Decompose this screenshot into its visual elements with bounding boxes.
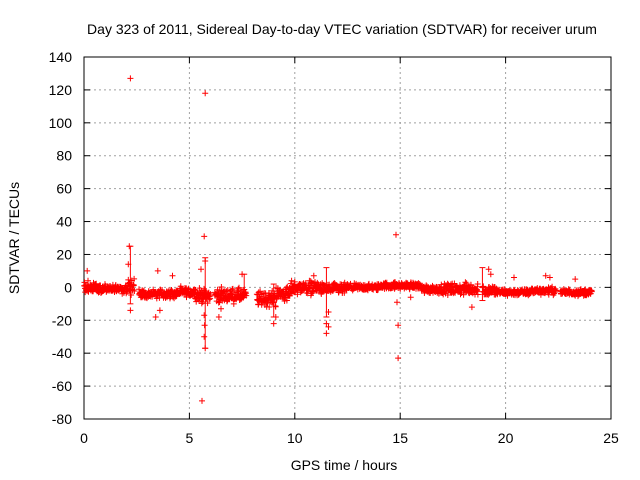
x-tick-label: 25 [603,430,619,446]
outlier-point [201,322,208,329]
outlier-point [542,272,549,279]
outlier-point [323,320,330,327]
data-point [216,299,223,305]
outlier-point [239,271,246,278]
data-point [257,288,264,295]
data-point [229,285,236,292]
data-point [474,281,481,287]
plot-frame [83,56,612,420]
outlier-point [572,276,579,283]
outlier-point [127,75,134,82]
ticks: 0 5 10 15 20 25 -80 -60 -40 -20 0 20 40 60 80 100 120 140 [49,49,619,446]
outlier-point [487,271,494,278]
x-axis-title: GPS time / hours [291,457,398,473]
y-tick-label: -60 [52,378,72,394]
outlier-point [393,231,399,238]
outlier-point [84,267,91,274]
outlier-point [154,267,161,274]
outlier-point [127,307,134,314]
y-tick-label: 20 [56,246,72,262]
data-point [287,280,294,287]
outlier-point [270,320,277,327]
data-point [283,297,290,304]
outlier-point [310,272,317,279]
outlier-point [156,307,163,314]
outlier-point [199,397,205,404]
data-point [480,283,487,290]
outlier-point [407,294,414,301]
data-point [218,284,225,290]
data-point [341,289,348,296]
y-tick-label: -80 [52,411,72,427]
outlier-point [198,266,204,273]
y-tick-label: 60 [56,181,72,197]
y-tick-label: -40 [52,345,72,361]
outlier-point [485,266,492,273]
data-point [553,287,559,294]
outlier-point [202,345,209,352]
outlier-point [511,274,517,281]
data-point [462,279,469,286]
outlier-point [201,333,208,340]
data-points [81,75,595,404]
outlier-point [323,330,330,337]
x-tick-label: 20 [498,430,514,446]
outlier-point [202,90,209,97]
data-point [288,277,295,284]
x-tick-label: 15 [392,430,408,446]
outlier-point [325,323,332,330]
outlier-point [218,305,224,312]
outlier-point [125,261,132,268]
data-point [236,284,242,291]
data-point [128,292,135,298]
outlier-point [202,258,209,264]
x-tick-label: 10 [287,430,303,446]
outlier-point [325,309,332,315]
outlier-point [546,274,553,281]
y-tick-label: 100 [49,115,73,131]
data-point [230,300,237,307]
grid [84,57,611,419]
outlier-point [272,314,279,320]
outlier-point [201,233,208,240]
y-tick-label: 80 [56,148,72,164]
data-point [131,275,138,282]
outlier-point [395,355,402,362]
outlier-point [152,314,159,320]
data-point [294,291,301,298]
y-tick-label: 40 [56,214,72,230]
x-tick-label: 0 [80,430,88,446]
y-tick-label: -20 [52,312,72,328]
data-point [130,282,137,289]
outlier-point [215,314,222,320]
outlier-point [169,272,176,279]
x-tick-label: 5 [186,430,194,446]
data-point [215,299,222,306]
y-tick-label: 0 [64,279,72,295]
data-point [474,291,481,298]
outlier-point [395,322,402,329]
outlier-point [201,312,208,319]
outlier-point [468,304,475,311]
data-point [291,278,298,285]
data-point [451,280,458,287]
data-point [588,288,595,295]
data-point [266,304,273,310]
data-point [131,288,138,294]
y-axis-title: SDTVAR / TECUs [6,182,22,294]
y-tick-label: 120 [49,82,73,98]
chart-title: Day 323 of 2011, Sidereal Day-to-day VTE… [87,21,597,37]
outlier-point [394,299,400,306]
data-point [85,277,91,284]
y-tick-label: 140 [49,49,73,65]
outlier-point [126,243,133,250]
